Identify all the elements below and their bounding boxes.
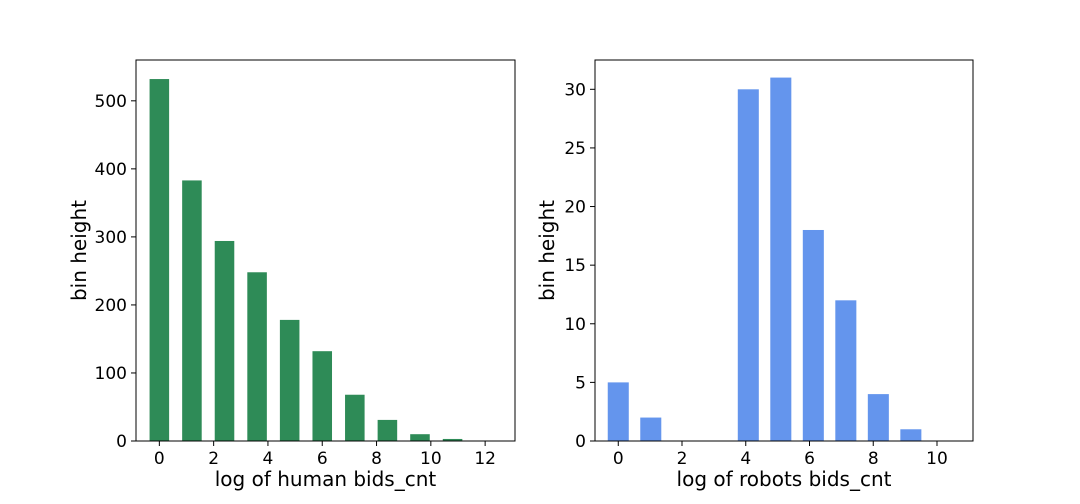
histogram-bar [345, 394, 365, 441]
histogram-bar [312, 351, 333, 441]
y-tick-label: 10 [564, 315, 586, 335]
x-tick-label: 0 [613, 449, 624, 469]
x-tick-label: 8 [868, 449, 879, 469]
y-tick-label: 5 [575, 373, 586, 393]
histogram-bar [182, 180, 202, 441]
histogram-bar [214, 240, 235, 441]
y-tick-label: 0 [575, 432, 586, 452]
y-tick-label: 300 [95, 228, 127, 248]
histogram-bar [442, 438, 463, 441]
x-tick-label: 2 [677, 449, 688, 469]
y-axis-title: bin height [535, 200, 559, 301]
x-axis-title: log of human bids_cnt [215, 467, 437, 491]
y-tick-label: 100 [95, 364, 127, 384]
histogram-bar [835, 300, 857, 441]
axes-frame [135, 59, 516, 442]
axes-frame [594, 59, 974, 442]
x-tick-label: 10 [420, 449, 442, 469]
y-tick-label: 200 [95, 296, 127, 316]
x-tick-label: 4 [263, 449, 274, 469]
x-tick-label: 12 [474, 449, 496, 469]
x-tick-label: 2 [208, 449, 219, 469]
y-axis-title: bin height [67, 200, 91, 301]
y-tick-label: 500 [95, 92, 127, 112]
histogram-bar [410, 434, 430, 441]
y-tick-label: 400 [95, 160, 127, 180]
histogram-bar [279, 319, 300, 441]
histogram-bar [770, 77, 792, 441]
histogram-bar [737, 89, 759, 442]
histogram-bar [149, 79, 170, 442]
x-tick-label: 6 [804, 449, 815, 469]
robots-bids-histogram: 0 2 4 6 8 10 0 5 10 15 20 25 30 log of robots bids_cn… [535, 59, 974, 491]
histogram-bar [900, 429, 922, 441]
histogram-bar [802, 229, 824, 441]
x-axis-title: log of robots bids_cnt [677, 467, 892, 491]
x-tick-label: 4 [740, 449, 751, 469]
histogram-bar [867, 394, 889, 441]
y-tick-label: 20 [564, 198, 586, 218]
y-tick-label: 0 [116, 432, 127, 452]
y-tick-label: 30 [564, 80, 586, 100]
x-tick-label: 6 [317, 449, 328, 469]
histogram-bar [247, 272, 267, 441]
histogram-bar [640, 417, 662, 441]
y-tick-label: 25 [564, 139, 586, 159]
x-tick-label: 8 [371, 449, 382, 469]
histogram-bar [377, 419, 398, 441]
y-tick-label: 15 [564, 256, 586, 276]
x-tick-label: 10 [926, 449, 948, 469]
x-tick-label: 0 [154, 449, 165, 469]
human-bids-histogram: 0 2 4 6 8 10 12 0 100 200 300 400 500 log of human bi… [67, 59, 516, 491]
histogram-bar [607, 382, 629, 441]
